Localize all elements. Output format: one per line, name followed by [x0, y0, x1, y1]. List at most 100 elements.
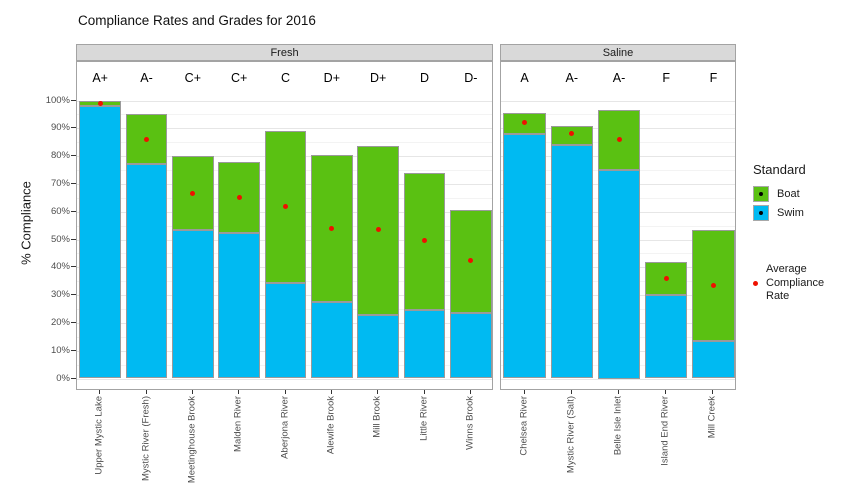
bar-swim-segment: [449, 313, 492, 379]
facet-strip: Saline: [500, 44, 736, 61]
legend-label-boat: Boat: [777, 188, 800, 200]
grade-label: A-: [565, 71, 579, 85]
bar-swim-segment: [503, 133, 546, 379]
average-compliance-dot: [283, 203, 288, 209]
x-tick: [99, 390, 101, 394]
y-tick: [71, 349, 76, 351]
chart-title: Compliance Rates and Grades for 2016: [78, 13, 316, 28]
facet-label: Saline: [602, 46, 634, 59]
key-dot-icon: [759, 192, 763, 196]
bar-swim-segment: [310, 302, 353, 379]
x-tick: [191, 390, 193, 394]
swim-swatch-icon: [753, 205, 769, 221]
y-tick-label: 90%: [50, 122, 70, 134]
gridline: [501, 100, 735, 102]
y-tick-label: 60%: [50, 205, 70, 217]
x-tick: [330, 390, 332, 394]
y-tick-label: 30%: [50, 289, 70, 301]
gridline: [77, 128, 492, 130]
bar-boat-segment: [597, 110, 641, 170]
facet-panel: A+ A- C+ C+ C D+ D+ D D-: [76, 61, 493, 390]
y-tick-label: 50%: [50, 233, 70, 245]
grade-label: A: [520, 71, 529, 85]
gridline: [501, 378, 735, 380]
facet-label: Fresh: [270, 46, 299, 59]
grade-label: F: [709, 71, 718, 85]
grade-label: D+: [369, 71, 387, 85]
average-compliance-dot: [616, 136, 622, 142]
bar-swim-segment: [264, 282, 307, 379]
average-compliance-dot: [569, 131, 575, 137]
x-axis-label: Little River: [418, 396, 429, 441]
x-tick: [469, 390, 471, 394]
y-axis-label: % Compliance: [18, 181, 34, 265]
bar-swim-segment: [597, 170, 641, 379]
grade-label: A-: [612, 71, 626, 85]
x-tick: [145, 390, 147, 394]
x-axis-label: Aberjona River: [279, 396, 290, 459]
facet-panel: A A- A- F F: [500, 61, 736, 390]
bar-swim-segment: [550, 144, 594, 379]
bar-swim-segment: [357, 314, 399, 379]
grade-label: D: [419, 71, 430, 85]
bar-swim-segment: [218, 232, 260, 379]
x-axis-label: Malden River: [232, 396, 244, 452]
x-axis-label: Belle Isle Inlet: [612, 396, 624, 456]
legend-label-average: Average Compliance Rate: [766, 263, 825, 302]
legend-item-boat: Boat: [753, 186, 824, 202]
y-tick-label: 40%: [50, 261, 70, 273]
average-dot-icon: [753, 280, 758, 286]
y-tick-label: 0%: [56, 372, 70, 384]
gridline: [77, 100, 492, 102]
y-tick-label: 80%: [50, 150, 70, 162]
grade-label: D-: [464, 71, 478, 85]
average-compliance-dot: [710, 282, 716, 288]
x-tick: [570, 390, 572, 394]
x-axis-label: Island End River: [659, 396, 671, 466]
x-axis-label: Winns Brook: [464, 396, 476, 450]
y-tick: [71, 127, 76, 129]
x-tick: [284, 390, 286, 394]
facet-strip: Fresh: [76, 44, 493, 61]
grade-label: A+: [92, 71, 108, 85]
x-axis-label: Chelsea River: [518, 396, 530, 456]
grade-label: F: [662, 71, 671, 85]
x-tick: [423, 390, 425, 394]
average-compliance-dot: [375, 227, 381, 233]
bar-boat-segment: [218, 161, 260, 233]
y-tick-label: 20%: [50, 316, 70, 328]
y-tick: [71, 238, 76, 240]
bar-swim-segment: [403, 310, 446, 379]
y-tick-label: 70%: [50, 177, 70, 189]
average-compliance-dot: [422, 238, 427, 244]
legend: Standard Boat Swim Average Compliance Ra…: [753, 162, 824, 304]
average-compliance-dot: [190, 191, 196, 197]
average-compliance-dot: [663, 275, 669, 281]
x-axis-label: Meetinghouse Brook: [186, 396, 198, 484]
y-tick: [71, 210, 76, 212]
legend-item-average: Average Compliance Rate: [753, 263, 824, 304]
y-tick-label: 100%: [45, 94, 70, 106]
boat-swatch-icon: [753, 186, 769, 202]
grade-label: C: [280, 71, 291, 85]
gridline: [77, 114, 492, 116]
legend-title: Standard: [753, 162, 806, 177]
average-compliance-dot: [329, 225, 335, 231]
average-compliance-dot: [236, 195, 242, 201]
y-tick: [71, 266, 76, 268]
legend-label-swim: Swim: [777, 207, 804, 219]
bar-swim-segment: [692, 340, 735, 379]
y-tick: [71, 155, 76, 157]
grade-label: C+: [230, 71, 248, 85]
bar-boat-segment: [357, 146, 399, 315]
bar-swim-segment: [79, 106, 121, 379]
x-tick: [377, 390, 379, 394]
bar-swim-segment: [171, 229, 214, 379]
x-tick: [712, 390, 714, 394]
y-tick: [71, 321, 76, 323]
grade-label: D+: [323, 71, 340, 85]
x-axis-label: Mill Brook: [371, 396, 383, 438]
x-axis-label: Mystic River (Salt): [565, 396, 577, 474]
bar-swim-segment: [125, 164, 168, 379]
